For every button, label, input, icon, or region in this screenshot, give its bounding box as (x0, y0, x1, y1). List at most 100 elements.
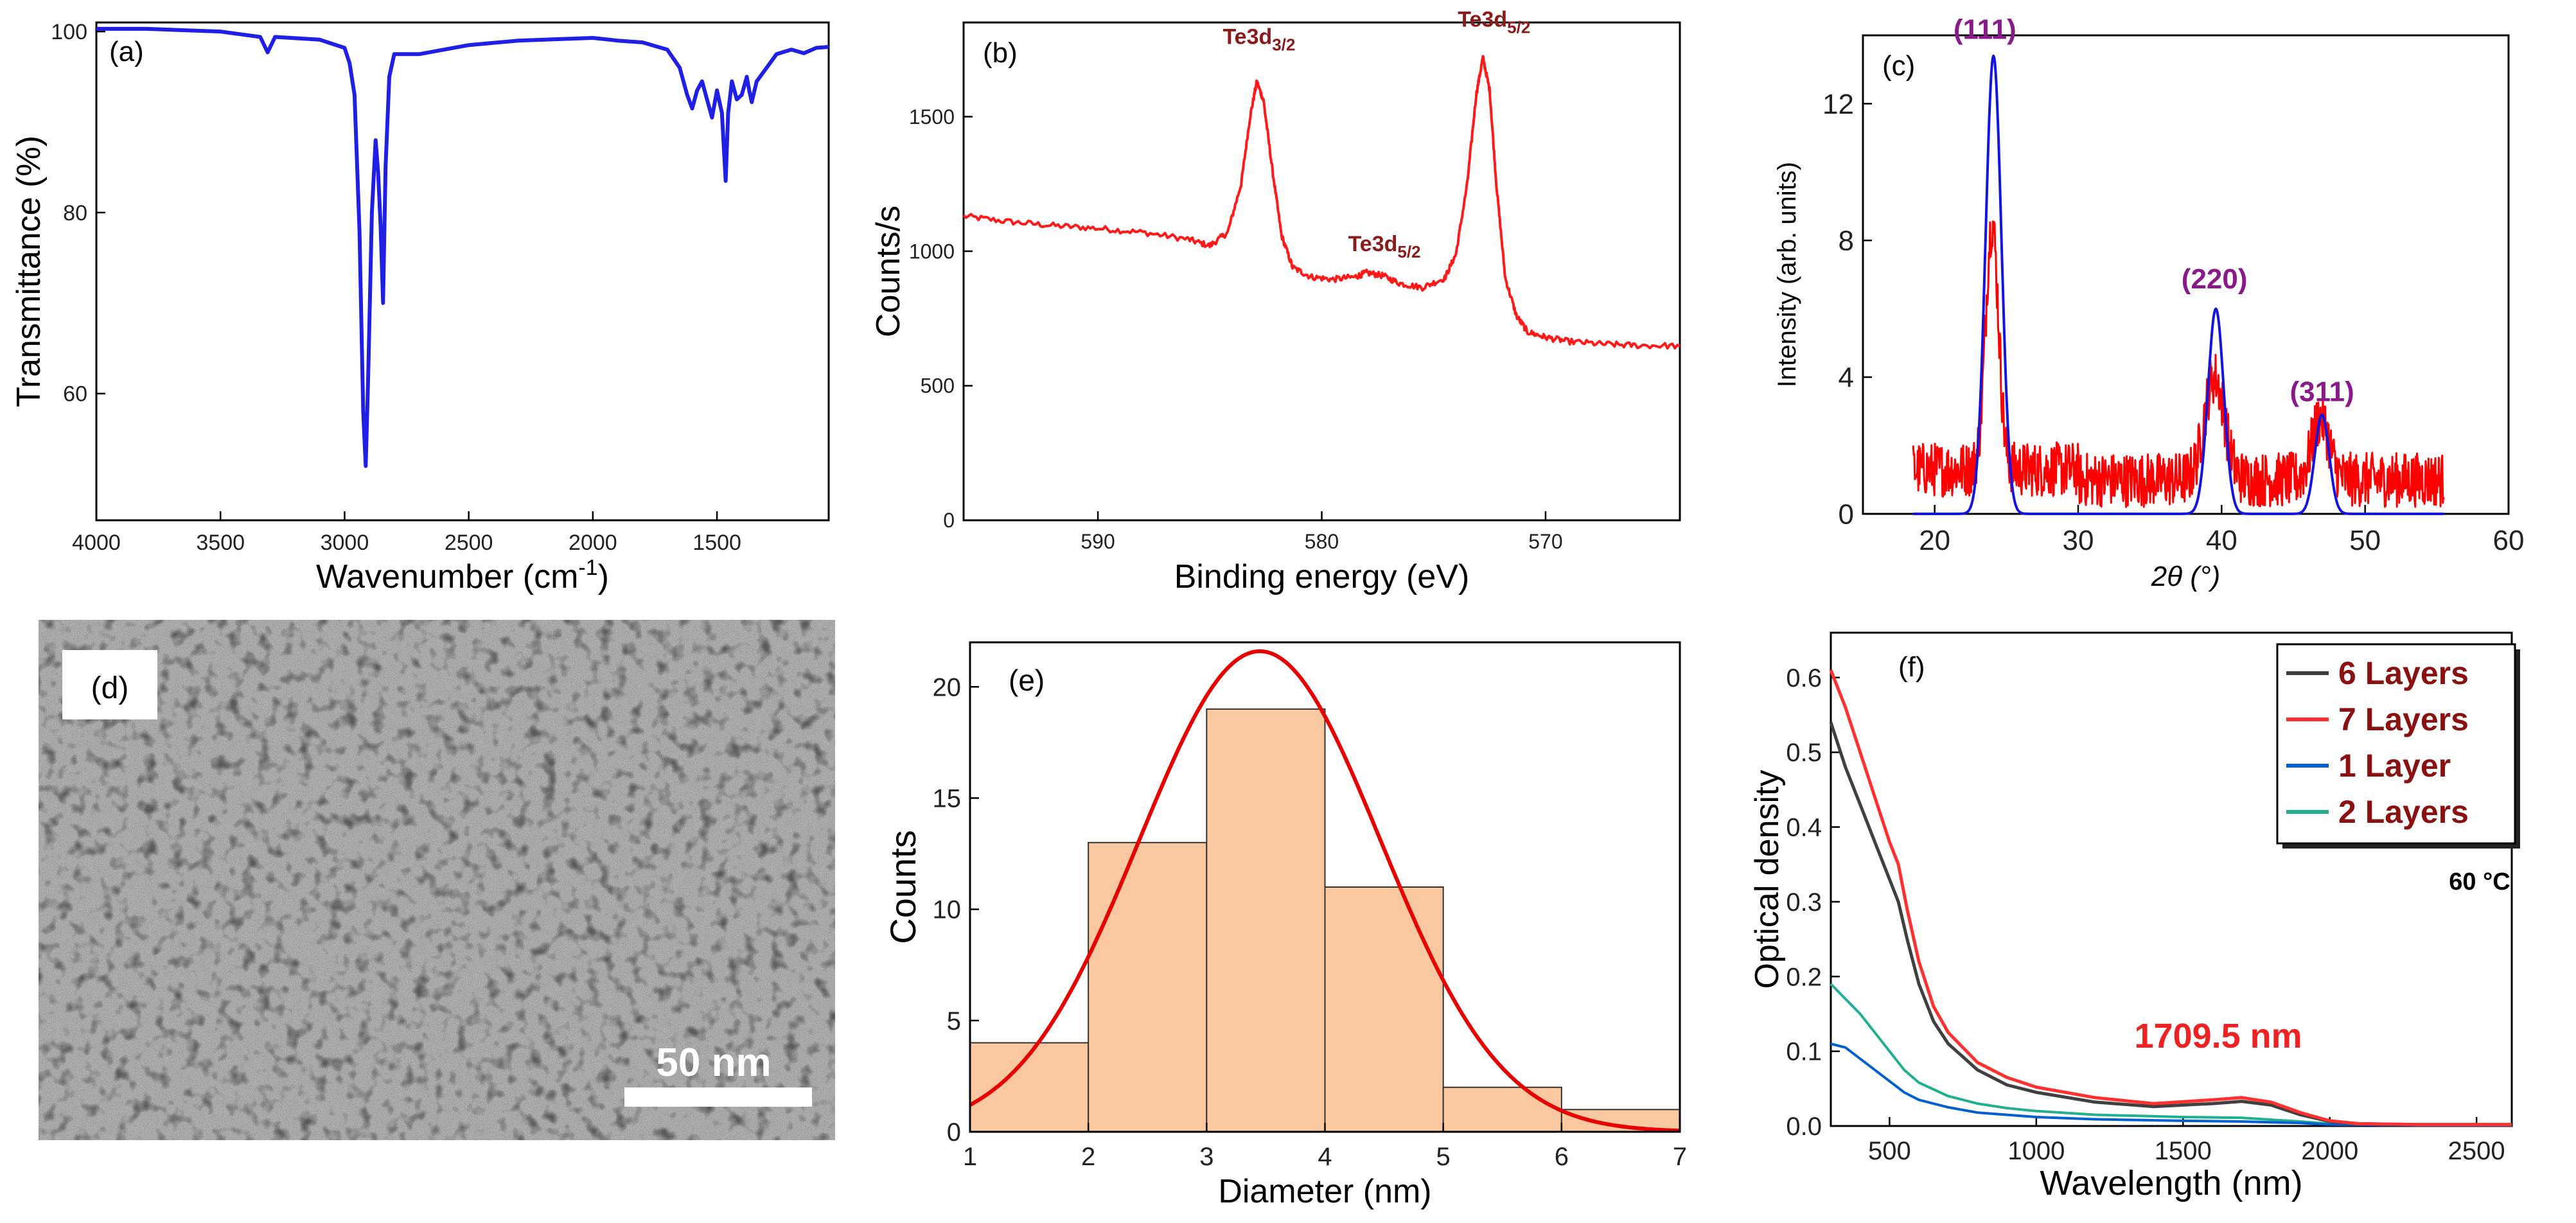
od-series-line (1829, 669, 2512, 1127)
x-tick-label: 50 (2349, 525, 2381, 556)
peak-annotation-sub: 3/2 (1272, 35, 1295, 55)
peak-annotation: Te3d3/2 (1222, 25, 1295, 55)
x-tick-label: 5 (1436, 1143, 1451, 1171)
legend-item-label: 2 Layers (2338, 794, 2469, 830)
x-tick-label: 60 (2493, 525, 2525, 556)
x-tick-label: 1000 (2007, 1137, 2065, 1165)
legend-item-label: 6 Layers (2338, 655, 2469, 691)
histogram-bar (1442, 1086, 1562, 1133)
peak-annotation: (111) (1954, 13, 2016, 45)
y-tick-label: 0.0 (1786, 1113, 1822, 1141)
peak-annotation: (311) (2290, 376, 2354, 407)
x-axis-label: Diameter (nm) (1218, 1173, 1431, 1210)
gaussian-fit-line (969, 649, 1681, 1133)
x-tick-label: 500 (1868, 1137, 1911, 1165)
x-tick-label: 40 (2206, 525, 2237, 556)
y-tick-label: 5 (947, 1007, 961, 1035)
y-tick-label: 1000 (909, 240, 955, 263)
x-tick-label: 30 (2063, 525, 2094, 556)
y-axis-label: Transmittance (%) (10, 136, 48, 407)
panel-f-absorption-chart: 500 1000 1500 2000 2500 0.0 0.1 0.2 0.3 0.4 0.5 0.6… (1749, 631, 2520, 1202)
y-tick-label: 500 (921, 374, 955, 398)
x-tick-label: 2 (1081, 1143, 1095, 1171)
y-tick-label: 80 (63, 201, 87, 225)
micrograph-label-box (62, 650, 157, 719)
peak-annotation-base: Te3d (1458, 7, 1507, 31)
legend-item-label: 1 Layer (2338, 748, 2451, 784)
x-axis-label-sup: -1 (578, 556, 597, 580)
scale-bar-label: 50 nm (656, 1041, 771, 1085)
y-tick-label: 100 (51, 20, 87, 44)
x-tick-label: 20 (1919, 525, 1950, 556)
peak-annotation: Te3d5/2 (1458, 7, 1530, 37)
y-tick-label: 8 (1839, 225, 1854, 257)
temperature-note: 60 °C (2449, 868, 2510, 895)
legend-item-label: 7 Layers (2338, 701, 2469, 737)
panel-e-histogram-chart: 1 2 3 4 5 6 7 0 5 10 15 20 (e) Diameter (nm) Counts (883, 641, 1687, 1210)
x-axis-label: Wavelength (nm) (2040, 1164, 2302, 1202)
peak-wavelength-annotation: 1709.5 nm (2135, 1017, 2302, 1055)
x-tick-label: 590 (1081, 530, 1115, 553)
y-tick-label: 0.3 (1786, 888, 1822, 917)
y-axis-label: Intensity (arb. units) (1773, 162, 1801, 387)
micrograph-panel-label: (d) (91, 671, 129, 705)
peak-annotation: (220) (2182, 263, 2248, 295)
panel-label: (c) (1882, 50, 1915, 82)
x-tick-label: 1500 (693, 531, 741, 555)
peak-annotation-base: Te3d (1222, 25, 1272, 49)
scale-bar (624, 1087, 812, 1107)
x-axis-label: Binding energy (eV) (1174, 558, 1470, 595)
x-tick-label: 1 (963, 1143, 977, 1171)
x-tick-label: 3500 (196, 531, 245, 555)
histogram-bar (1324, 886, 1444, 1132)
x-tick-label: 580 (1305, 530, 1339, 553)
od-series-line (1830, 983, 2512, 1127)
y-tick-label: 0.2 (1786, 963, 1822, 991)
x-tick-label: 2000 (569, 531, 617, 555)
y-tick-label: 0 (1839, 498, 1854, 530)
xps-series-line (962, 55, 1681, 350)
y-tick-label: 0.6 (1786, 664, 1822, 692)
histogram-bar (1088, 841, 1208, 1133)
x-tick-label: 2000 (2301, 1137, 2358, 1165)
x-axis-label-end: ) (598, 558, 609, 595)
x-tick-label: 1500 (2155, 1137, 2212, 1165)
peak-annotation-base: Te3d (1348, 232, 1398, 256)
plot-frame (95, 21, 830, 522)
x-tick-label: 2500 (2448, 1137, 2505, 1165)
micrograph-particles (39, 620, 835, 1140)
x-axis-label: Wavenumber (cm-1) (316, 556, 609, 595)
plot-frame (1830, 631, 2513, 1127)
y-tick-label: 1500 (909, 105, 955, 128)
y-axis-label: Counts/s (870, 206, 907, 337)
y-axis-label: Counts (883, 830, 923, 944)
x-axis-label: 2θ (°) (2151, 561, 2220, 592)
panel-label: (b) (983, 37, 1018, 69)
panel-a-ftir-chart: 4000 3500 3000 2500 2000 1500 60 80 100 (a) Wavenu… (10, 20, 830, 595)
x-tick-label: 570 (1528, 530, 1562, 553)
y-tick-label: 0.5 (1786, 739, 1822, 767)
xrd-measured-line (1912, 220, 2445, 508)
y-axis-label: Optical density (1749, 770, 1786, 989)
y-tick-label: 0 (943, 509, 955, 532)
panel-label: (a) (109, 36, 144, 67)
od-series-line (1829, 721, 2512, 1127)
histogram-bar (969, 1042, 1090, 1133)
y-tick-label: 0 (947, 1118, 961, 1147)
y-tick-label: 20 (933, 673, 962, 701)
y-tick-label: 0.1 (1786, 1038, 1822, 1066)
x-axis-label-main: Wavenumber (cm (316, 558, 578, 595)
xrd-fit-line (1912, 54, 2445, 515)
x-tick-label: 6 (1555, 1143, 1569, 1171)
panel-d-tem-micrograph: (d) 50 nm (39, 620, 835, 1140)
y-tick-label: 60 (63, 382, 87, 407)
od-series-line (1830, 1043, 2512, 1127)
peak-annotation: Te3d5/2 (1348, 232, 1421, 261)
plot-frame (962, 21, 1681, 522)
x-tick-label: 4000 (72, 531, 121, 555)
histogram-bar (1206, 708, 1326, 1132)
y-tick-label: 10 (933, 896, 962, 924)
x-tick-label: 7 (1673, 1143, 1687, 1171)
panel-b-xps-chart: 590 580 570050010001500(b)Te3d3/2Te3d5/2Te… (870, 7, 1681, 595)
